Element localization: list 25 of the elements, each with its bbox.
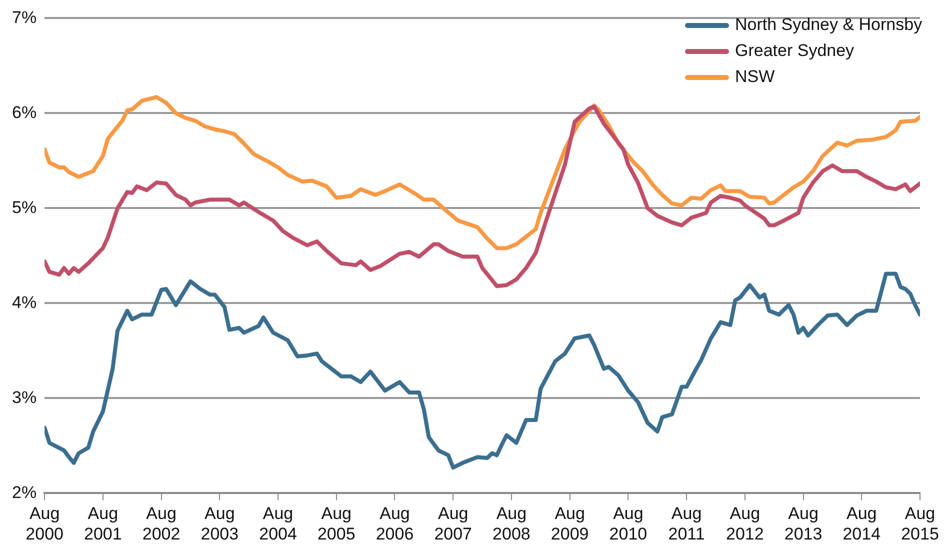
x-tick-label: Aug 2004	[259, 504, 297, 544]
x-tick-label: Aug 2011	[668, 504, 705, 544]
y-tick-label: 3%	[12, 388, 37, 407]
x-tick-label: Aug 2013	[784, 504, 822, 544]
x-tick-label: Aug 2005	[317, 504, 356, 544]
x-tick-label: Aug 2003	[200, 504, 239, 544]
x-tick-label: Aug 2002	[142, 504, 180, 544]
legend-label: NSW	[735, 67, 775, 88]
y-tick-label: 6%	[12, 102, 37, 122]
x-tick-label: Aug 2008	[492, 504, 530, 544]
legend-label: North Sydney & Hornsby	[735, 15, 922, 36]
x-tick-label: Aug 2006	[376, 504, 414, 544]
legend-label: Greater Sydney	[735, 41, 854, 62]
x-tick-label: Aug 2012	[726, 504, 764, 544]
y-tick-label: 5%	[12, 198, 37, 217]
x-tick-label: Aug 2007	[434, 504, 472, 544]
x-tick-label: Aug 2000	[26, 504, 64, 544]
x-tick-label: Aug 2015	[901, 504, 939, 544]
x-tick-label: Aug 2001	[84, 504, 122, 544]
y-tick-label: 4%	[12, 292, 37, 312]
x-tick-label: Aug 2009	[550, 504, 589, 544]
x-tick-label: Aug 2014	[842, 504, 881, 544]
y-tick-label: 2%	[12, 482, 37, 502]
x-tick-label: Aug 2010	[609, 504, 648, 544]
y-tick-label: 7%	[12, 8, 37, 27]
